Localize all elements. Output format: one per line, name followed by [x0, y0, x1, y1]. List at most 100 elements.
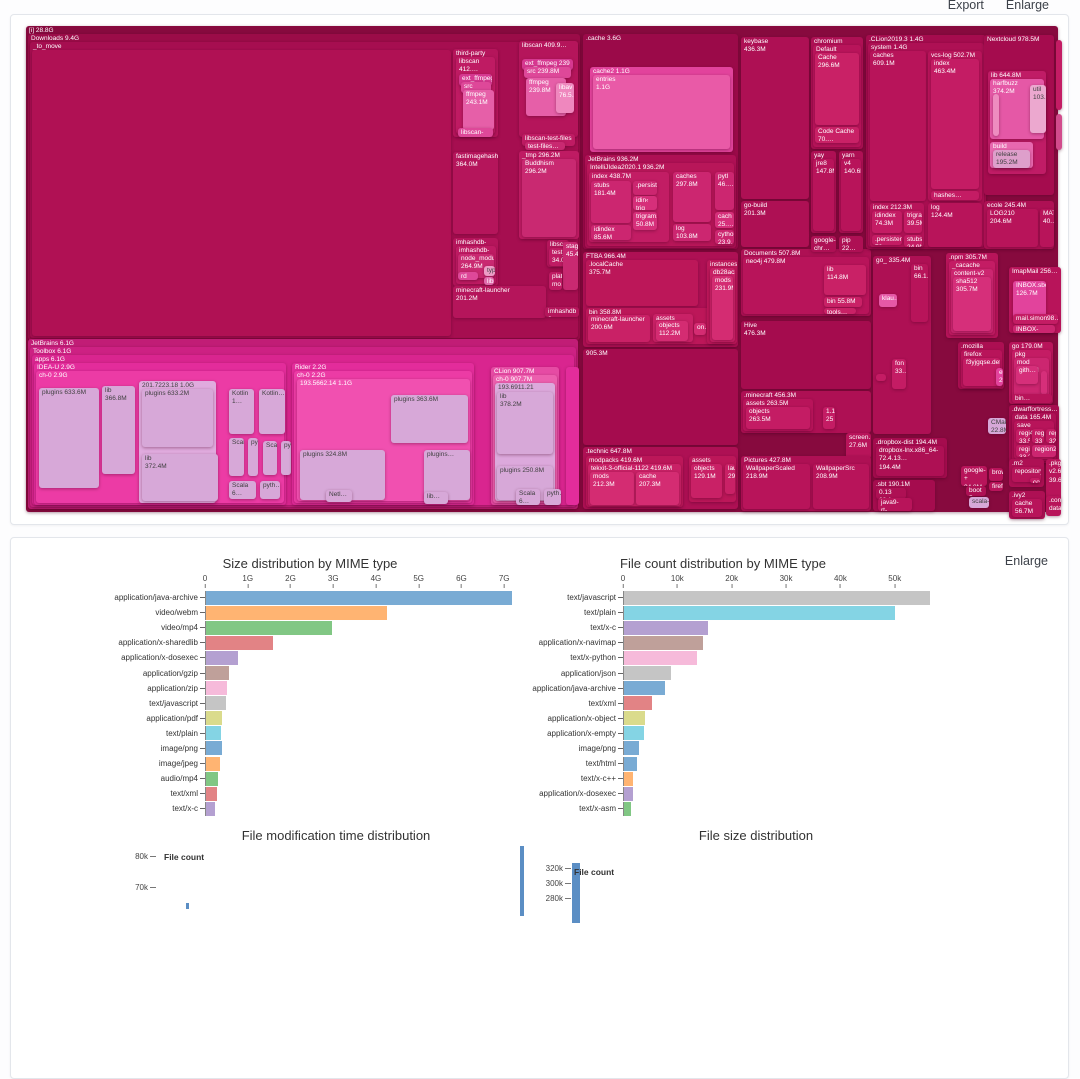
- treemap-node-mods-212[interactable]: mods 212.3M: [590, 472, 634, 505]
- treemap-node-log-103[interactable]: log 103.8M: [673, 224, 711, 241]
- treemap-node-bin-55[interactable]: bin 55.8M: [824, 297, 862, 307]
- treemap-node-plat[interactable]: plat mo…: [549, 272, 562, 290]
- treemap-node-buddhism[interactable]: Buddhism 296.2M: [522, 159, 576, 237]
- treemap-node-boot-5[interactable]: boot 5…: [966, 486, 986, 496]
- enlarge-charts-button[interactable]: Enlarge: [1004, 554, 1048, 568]
- treemap-node-hashes[interactable]: hashes…: [931, 191, 979, 200]
- treemap-node-imhashdb-2[interactable]: imhashdb 2…: [545, 307, 579, 317]
- treemap-node-e2-sliver[interactable]: e 2…: [996, 368, 1003, 386]
- treemap-node-ffmpeg-243[interactable]: ffmpeg 243.1M: [463, 90, 494, 130]
- treemap-node-stubs-181[interactable]: stubs 181.4M: [591, 181, 631, 223]
- treemap-node-dropbox-lnx[interactable]: dropbox-lnx.x86_64-72.4.13… 194.4M: [876, 446, 944, 476]
- treemap-node-lib-114[interactable]: lib 114.8M: [824, 265, 866, 295]
- treemap-node-cache-56[interactable]: cache 56.7M: [1012, 499, 1042, 517]
- treemap-node-go-build[interactable]: go-build 201.3M: [741, 201, 809, 247]
- treemap-node-pip-22[interactable]: pip 22… wheel…: [839, 236, 863, 252]
- treemap-node-fon-33[interactable]: fon 33.…: [892, 359, 906, 389]
- treemap-node-lib-378[interactable]: lib 378.2M: [497, 392, 553, 454]
- treemap-node-gith[interactable]: gith…: [1016, 366, 1038, 384]
- treemap-node-libav[interactable]: libav 76.5…: [556, 83, 574, 113]
- treemap-node-region2[interactable]: region2…: [1032, 445, 1056, 457]
- treemap-node-tools[interactable]: tools…: [824, 308, 856, 314]
- treemap-node-cach-25[interactable]: cach 25.…: [715, 212, 734, 228]
- treemap-node-keybase[interactable]: keybase 436.3M: [741, 37, 809, 199]
- treemap-node-test-f[interactable]: test_f 34.0…: [549, 248, 567, 266]
- treemap-node-typ[interactable]: typ…: [484, 266, 495, 276]
- treemap-node-pyth-tab-2[interactable]: pyth…: [544, 489, 561, 505]
- treemap-node-scala-6-tab[interactable]: Scala 6…: [229, 481, 256, 499]
- treemap-node-lib-sm[interactable]: lib…: [484, 277, 494, 285]
- treemap-node-mods-231[interactable]: mods 231.9M: [712, 276, 733, 340]
- treemap-node-ext-ffmpeg-239[interactable]: ext_ffmpeg 239: [522, 59, 573, 70]
- treemap-node-idindex-85[interactable]: idindex 85.6M: [591, 225, 631, 240]
- treemap-node-sliver-r2[interactable]: [1056, 114, 1062, 150]
- treemap-node-entries[interactable]: entries 1.1G: [593, 75, 730, 149]
- treemap-node-jre8[interactable]: jre8 147.8M: [813, 159, 834, 231]
- treemap-node-klau[interactable]: klau…: [879, 294, 897, 307]
- treemap-node-stage[interactable]: stage 45.4M: [563, 242, 578, 290]
- treemap-node-code-cache[interactable]: Code Cache 70.…: [815, 127, 859, 143]
- treemap-node-caches-297[interactable]: caches 297.8M: [673, 172, 711, 222]
- treemap-node-cmake[interactable]: CMak… 22.8M: [988, 418, 1006, 434]
- treemap-node-persistent-73[interactable]: .persistent 73.…: [872, 235, 902, 245]
- treemap-node-reg-3[interactable]: reg 32.…: [1046, 429, 1056, 443]
- treemap-node-harf-sliver[interactable]: [993, 94, 999, 136]
- treemap-node-lau-29[interactable]: lau 29.…: [725, 464, 735, 494]
- treemap-node-fastimagehash[interactable]: fastimagehash 364.0M: [453, 152, 498, 234]
- treemap-node-py-1[interactable]: py…: [248, 438, 258, 476]
- treemap-node-libscan-test-sm[interactable]: libscan-test-fi…: [458, 128, 493, 137]
- treemap-node-bin-66[interactable]: bin 66.1…: [911, 264, 928, 322]
- treemap-node-objects-129[interactable]: objects 129.1M: [691, 464, 722, 498]
- treemap-node-lib-372[interactable]: lib 372.4M: [142, 454, 218, 501]
- treemap-node-bin-strip[interactable]: bin…: [1012, 394, 1052, 403]
- treemap-node-plugins-633-6[interactable]: plugins 633.6M: [39, 388, 99, 488]
- treemap-node-brow[interactable]: brow…: [989, 468, 1003, 481]
- treemap-node-inbox-1-sbd[interactable]: INBOX-1.sbd…: [1013, 325, 1055, 333]
- treemap-node-cache-207[interactable]: cache 207.3M: [636, 472, 679, 505]
- treemap-node-sca-2[interactable]: Sca…: [263, 441, 277, 475]
- treemap-node-rd-micr[interactable]: rd micr…: [458, 272, 478, 280]
- treemap-node-idin-trig[interactable]: idin‹ trig 40.2 28: [633, 196, 657, 210]
- treemap-node-cache-296[interactable]: Cache 296.6M: [815, 53, 859, 125]
- enlarge-treemap-button[interactable]: Enlarge: [1005, 0, 1049, 12]
- treemap-node-test-files[interactable]: test-files…: [525, 142, 565, 150]
- treemap-node-trigram-39[interactable]: trigram 39.5M: [904, 211, 922, 233]
- treemap-node-mat-40[interactable]: MAT… 40.…: [1040, 209, 1054, 247]
- treemap-node-src-239[interactable]: src 239.8M: [524, 67, 571, 78]
- treemap-node-scala-6-tab-2[interactable]: Scala 6…: [516, 489, 540, 505]
- treemap-node-idindex-74[interactable]: idindex 74.3M: [872, 211, 902, 233]
- treemap-node-log210[interactable]: LOG210 204.6M: [987, 209, 1038, 247]
- treemap-node-f3yjgqse[interactable]: f3yjgqse.defau…: [963, 358, 1000, 386]
- treemap-node-plugins-2nd[interactable]: plugins…: [424, 450, 470, 500]
- treemap-node-kotlin-2[interactable]: Kotlin…: [259, 389, 285, 434]
- treemap-node-index-463[interactable]: index 463.4M: [931, 59, 979, 189]
- treemap-node-release-195[interactable]: release 195.2M: [993, 150, 1030, 168]
- treemap-node-caches-609[interactable]: caches 609.1M: [870, 51, 926, 201]
- treemap-node-mail-simon[interactable]: mail.simon98…: [1013, 314, 1058, 324]
- treemap-node-py-2[interactable]: py…: [281, 441, 291, 475]
- treemap-node-pyth-tab[interactable]: pyth…: [260, 481, 280, 499]
- treemap-node-util-103[interactable]: util 103.…: [1030, 85, 1046, 133]
- export-button[interactable]: Export: [947, 0, 984, 12]
- treemap-node-persist[interactable]: .persist…: [633, 181, 657, 195]
- treemap-node-ml-200[interactable]: minecraft-launcher 200.6M: [588, 315, 650, 342]
- treemap-node-on-sm[interactable]: on…: [694, 323, 706, 335]
- treemap-node-kotlin-1[interactable]: Kotlin 1…: [229, 389, 254, 434]
- treemap-node-hive[interactable]: Hive 476.3M: [741, 321, 871, 389]
- treemap-node-wallpapersrc[interactable]: WallpaperSrc 208.9M: [813, 464, 869, 509]
- treemap-node-trigram-50[interactable]: trigram.s 50.8M: [633, 212, 657, 230]
- treemap-node-reg-2[interactable]: reg 33.…: [1032, 429, 1044, 443]
- treemap-node-minecraft-launcher-201[interactable]: minecraft-launcher 201.2M: [453, 286, 546, 318]
- treemap-node-objects-112[interactable]: objects 112.2M: [656, 321, 688, 341]
- treemap-node-java9-rt[interactable]: java9-rt-… 68.1M: [878, 498, 912, 511]
- treemap-node-sliver-r1[interactable]: [1056, 40, 1062, 110]
- treemap-node-google-chr[interactable]: google-chr… Default…: [811, 236, 836, 252]
- treemap-node-stubs-24[interactable]: stubs 24.9M: [904, 235, 922, 247]
- treemap-node-lib-tab[interactable]: lib…: [424, 492, 448, 504]
- treemap-node-strip-92[interactable]: [566, 367, 579, 505]
- treemap-node-lib-366[interactable]: lib 366.8M: [102, 386, 135, 474]
- treemap-node-con[interactable]: con…: [1030, 478, 1040, 483]
- treemap-node-scal-1[interactable]: Scal…: [229, 438, 244, 476]
- treemap-node-cytho[interactable]: cytho 23.9…: [715, 230, 734, 244]
- treemap-node-wallpaperscaled[interactable]: WallpaperScaled 218.9M: [743, 464, 810, 509]
